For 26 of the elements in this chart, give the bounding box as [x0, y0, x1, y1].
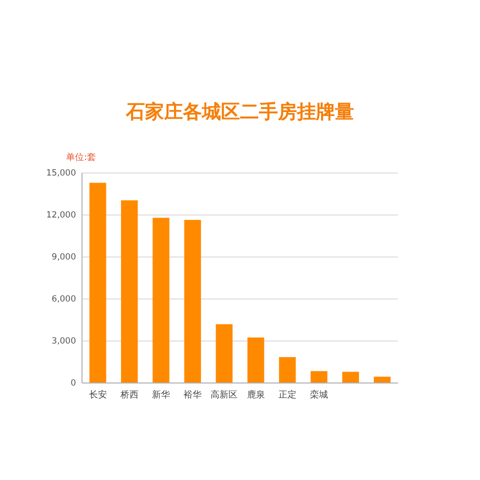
x-tick-label: 鹿泉: [246, 389, 265, 400]
x-tick-label: 裕华: [184, 389, 202, 400]
chart-title: 石家庄各城区二手房挂牌量: [125, 101, 354, 123]
x-tick-label: 桥西: [119, 389, 138, 400]
bar: [216, 324, 233, 383]
y-tick-label: 3,000: [52, 336, 76, 347]
y-tick-label: 15,000: [46, 168, 76, 179]
y-tick-label: 12,000: [46, 210, 76, 221]
bar: [121, 200, 138, 383]
bar: [374, 376, 391, 383]
y-tick-label: 9,000: [52, 252, 76, 263]
bar: [342, 372, 359, 383]
y-axis-title: 单位:套: [66, 152, 96, 163]
bar: [310, 371, 328, 383]
bar: [247, 338, 264, 383]
bar: [89, 182, 106, 383]
bar: [152, 218, 170, 383]
x-tick-label: 长安: [88, 389, 107, 400]
y-tick-label: 6,000: [52, 294, 76, 305]
bar: [184, 220, 201, 383]
x-tick-label: 正定: [278, 389, 296, 400]
bar: [279, 357, 296, 383]
x-tick-label: 新华: [152, 389, 170, 400]
x-tick-label: 高新区: [210, 389, 238, 400]
y-tick-label: 0: [70, 378, 76, 389]
x-tick-label: 栾城: [310, 389, 328, 400]
